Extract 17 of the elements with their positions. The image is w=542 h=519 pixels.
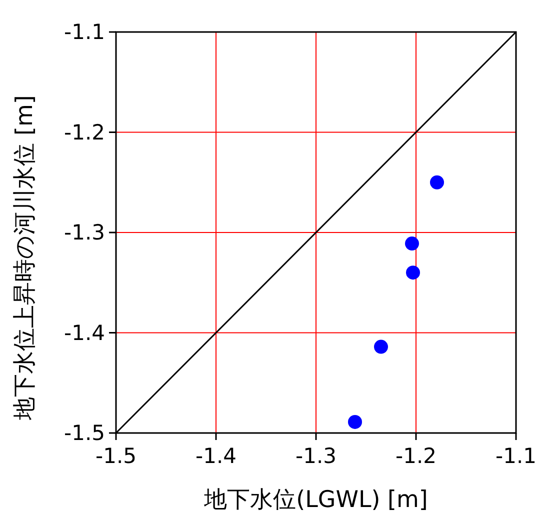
point: [405, 236, 419, 251]
x-tick-label: -1.5: [96, 444, 136, 468]
point: [348, 414, 362, 429]
y-tick-label: -1.2: [64, 120, 105, 144]
point: [430, 175, 444, 190]
y-tick-label: -1.1: [64, 20, 105, 44]
y-tick-label: -1.3: [64, 220, 105, 244]
y-axis-title: 地下水位上昇時の河川水位 [m]: [12, 95, 38, 421]
x-tick-label: -1.3: [296, 444, 336, 468]
y-tick-label: -1.4: [64, 320, 105, 345]
y-tick-label: -1.5: [64, 421, 105, 445]
point: [406, 266, 420, 280]
point: [374, 340, 388, 354]
x-tick-label: -1.4: [196, 444, 236, 468]
x-axis-title: 地下水位(LGWL) [m]: [203, 487, 428, 513]
x-tick-label: -1.1: [496, 444, 536, 468]
x-tick-label: -1.2: [396, 444, 436, 468]
